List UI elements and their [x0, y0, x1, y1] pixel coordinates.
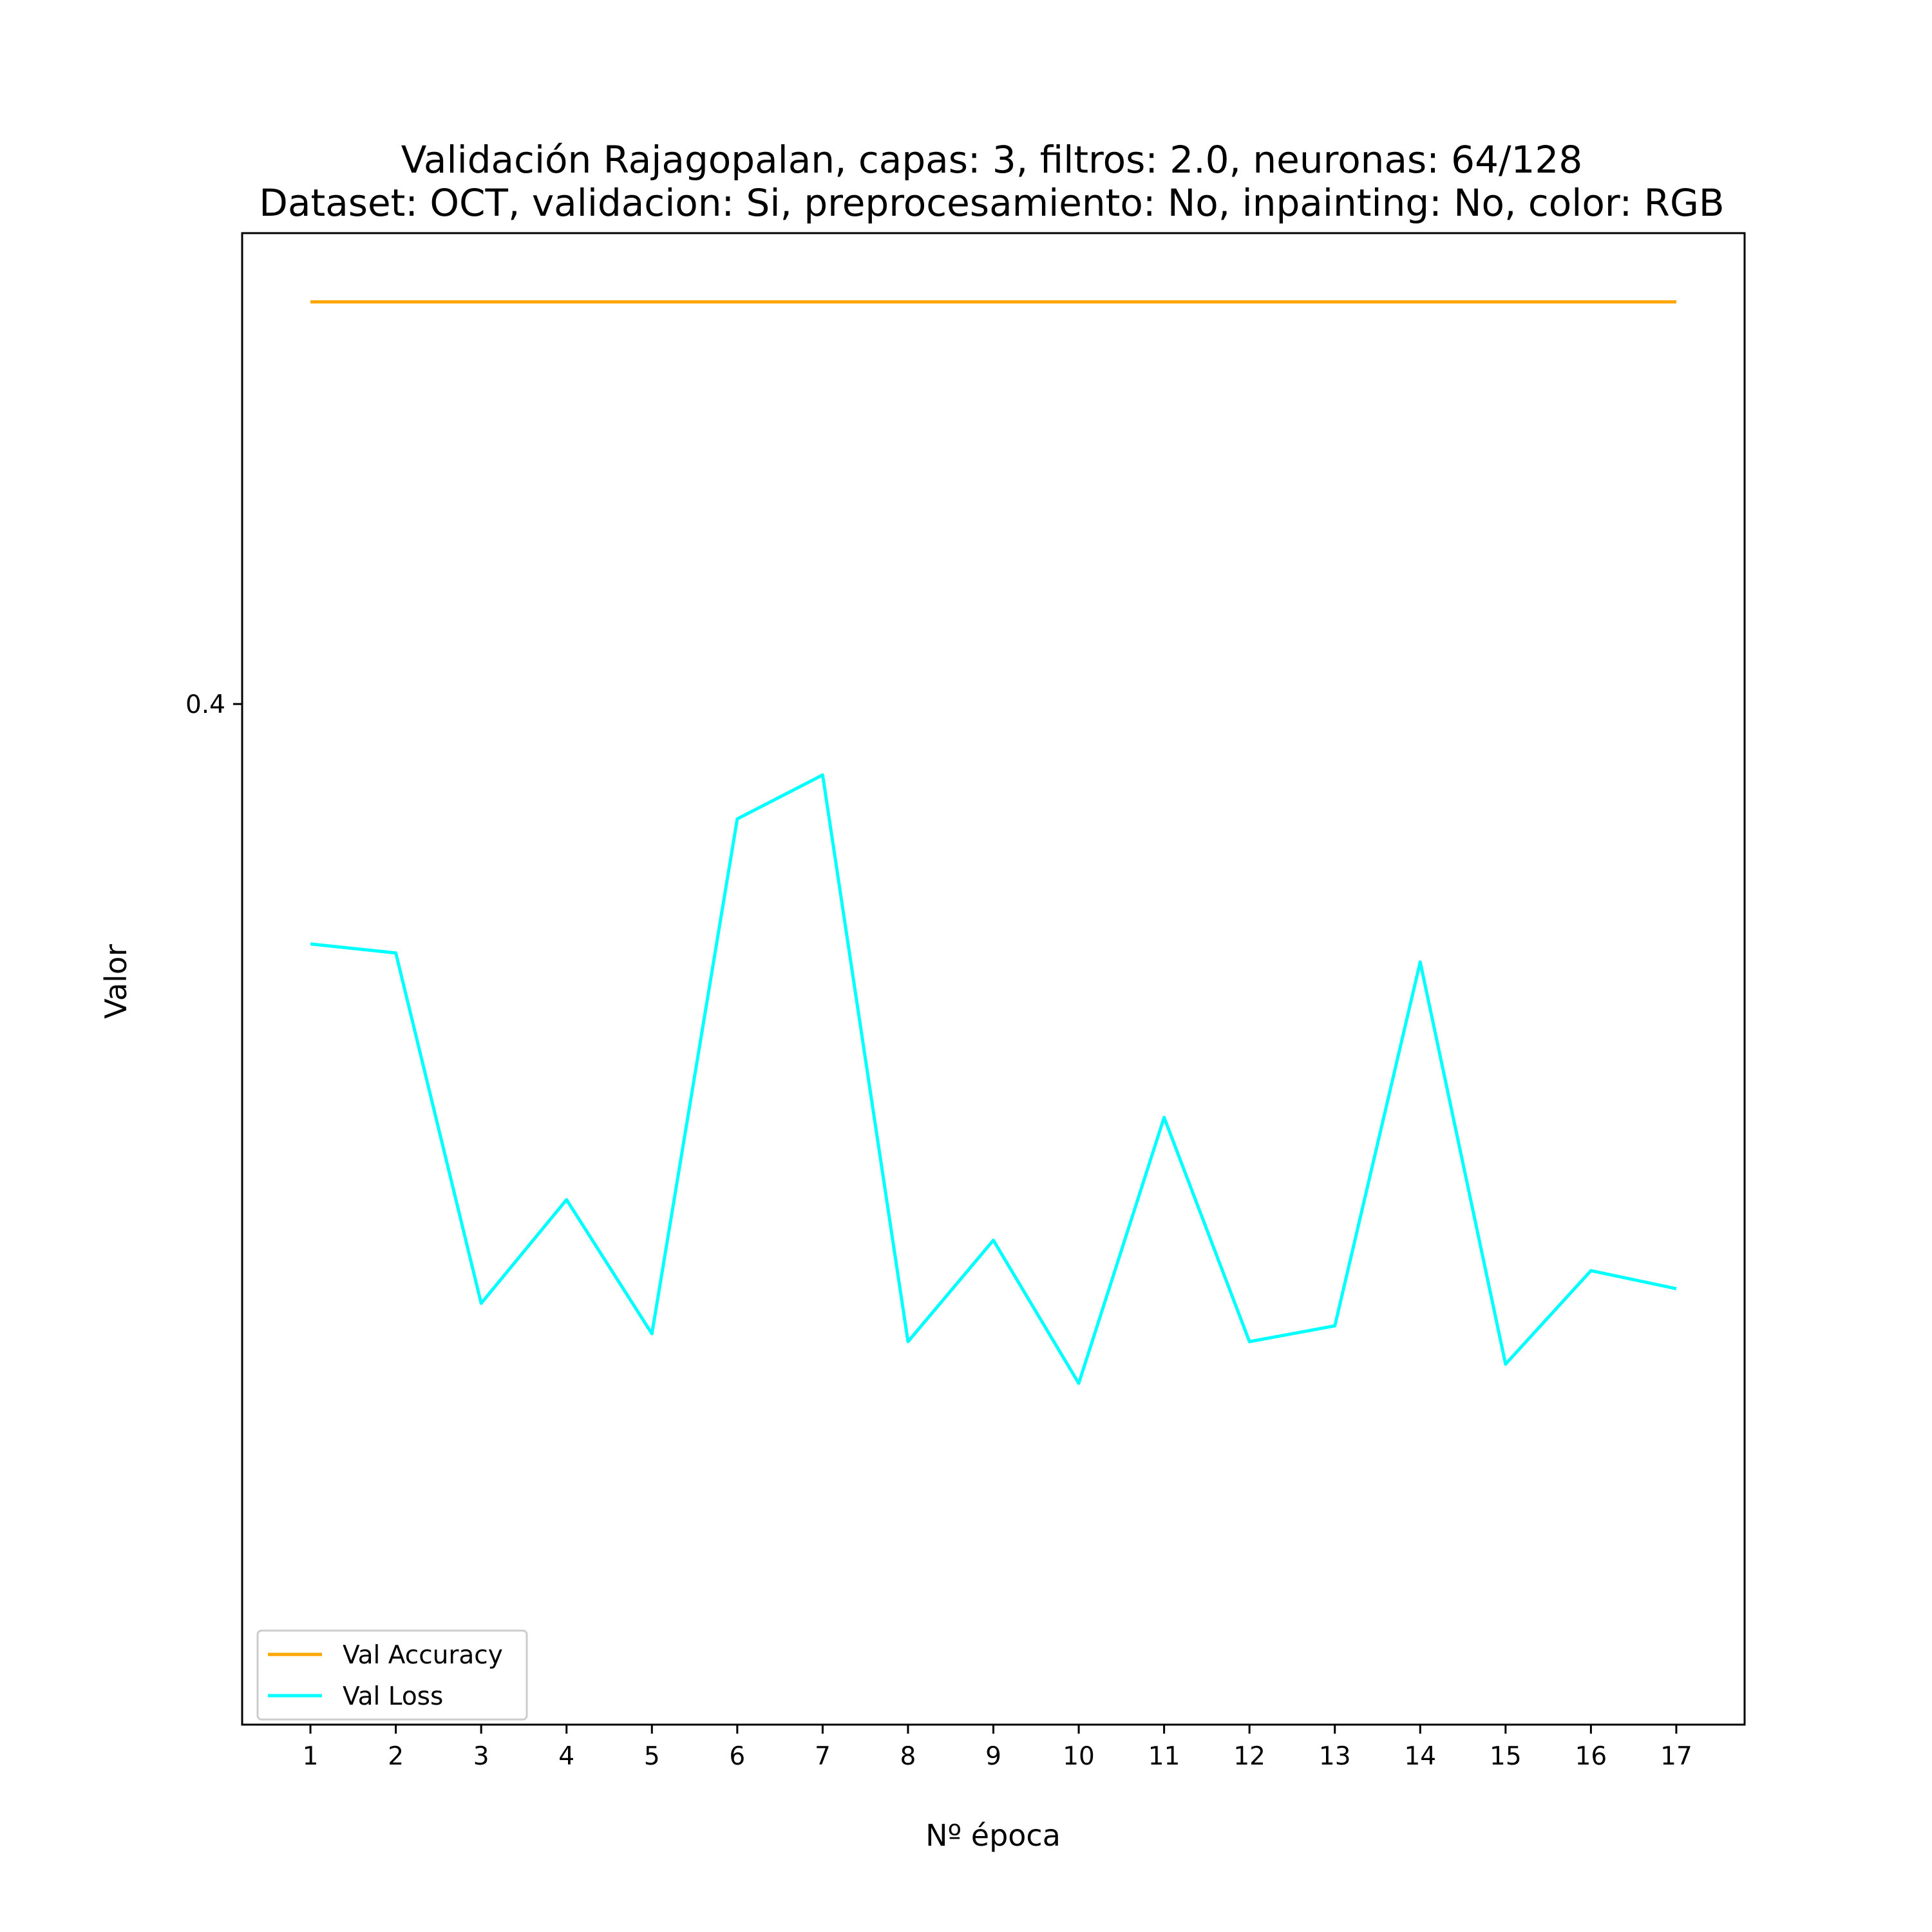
x-tick-label: 4: [558, 1742, 574, 1771]
x-tick-label: 14: [1404, 1742, 1436, 1771]
plot-frame: [241, 232, 1746, 1726]
x-tick-label: 10: [1063, 1742, 1095, 1771]
y-tick-label: 0.4: [185, 690, 225, 719]
x-tick-label: 6: [729, 1742, 745, 1771]
x-axis-label: Nº época: [925, 1818, 1061, 1853]
x-tick-label: 16: [1575, 1742, 1607, 1771]
x-tick-label: 17: [1660, 1742, 1692, 1771]
x-tick-label: 2: [388, 1742, 404, 1771]
legend-label: Val Accuracy: [343, 1641, 503, 1670]
x-tick-label: 15: [1490, 1742, 1522, 1771]
legend-box: [256, 1629, 528, 1721]
x-tick-label: 9: [985, 1742, 1001, 1771]
x-tick-label: 13: [1319, 1742, 1351, 1771]
x-tick-label: 12: [1233, 1742, 1265, 1771]
chart-title: Validación Rajagopalan, capas: 3, filtro…: [401, 138, 1582, 182]
x-tick-label: 5: [644, 1742, 660, 1771]
x-tick-label: 11: [1148, 1742, 1180, 1771]
x-tick-label: 3: [473, 1742, 489, 1771]
x-tick-label: 1: [303, 1742, 319, 1771]
legend: Val Accuracy Val Loss: [256, 1629, 528, 1721]
x-tick-label: 7: [815, 1742, 831, 1771]
y-axis-label: Valor: [99, 944, 133, 1019]
legend-label: Val Loss: [343, 1682, 443, 1711]
x-tick-label: 8: [900, 1742, 916, 1771]
series-line-val-loss: [310, 773, 1677, 1385]
chart-subtitle: Dataset: OCT, validacion: Si, preprocesa…: [259, 181, 1724, 225]
